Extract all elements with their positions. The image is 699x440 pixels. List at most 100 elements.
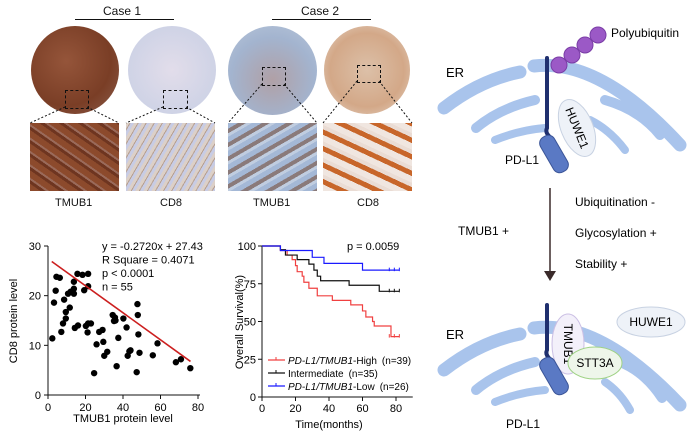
pdl1-transmembrane-bottom (544, 303, 551, 360)
stt3a-ellipse (567, 346, 623, 380)
legend-entry: PD-L1/TMUB1-High (n=39) (288, 356, 411, 367)
stt3a-label: STT3A (576, 356, 613, 370)
data-point (177, 356, 185, 363)
x-tick-label: 60 (154, 402, 166, 414)
y-tick-label: 30 (29, 241, 41, 253)
data-point (104, 348, 111, 355)
x-tick-label: 0 (45, 402, 51, 414)
zoom-region-box (357, 65, 381, 83)
data-point (154, 340, 161, 347)
pdl1-transmembrane (544, 56, 551, 138)
x-tick-label: 20 (79, 402, 91, 414)
data-point (172, 359, 180, 366)
survival-curve (262, 245, 400, 338)
data-point (74, 322, 82, 329)
zoom-region-box (65, 90, 89, 109)
legend-name: -High (353, 356, 377, 367)
tissue-core-case2-cd8 (324, 26, 410, 114)
pdl1-domain-bottom (539, 356, 569, 396)
data-point (134, 300, 141, 308)
data-point (50, 299, 58, 306)
legend-name-italic: PD-L1/TMUB1 (288, 382, 353, 393)
data-point (56, 274, 64, 281)
data-point (136, 349, 143, 356)
data-point (90, 369, 98, 377)
x-tick-label: 40 (323, 403, 335, 415)
data-point (60, 296, 68, 303)
x-tick-label: 20 (289, 403, 301, 415)
data-point (120, 315, 127, 322)
data-point (70, 285, 78, 292)
regression-line (51, 260, 191, 363)
data-point (100, 338, 107, 346)
y-tick-label: 0 (250, 392, 256, 404)
data-point (49, 335, 56, 342)
data-point (113, 362, 120, 370)
data-point (52, 287, 59, 294)
y-tick-label: 75 (244, 279, 256, 291)
x-tick-label: 80 (390, 403, 402, 415)
stain-label: TMUB1 (253, 197, 291, 209)
data-point (99, 326, 106, 334)
zoom-connector-lines (29, 80, 413, 124)
data-point (123, 324, 130, 331)
zoom-region-box (163, 90, 188, 109)
stain-label: CD8 (357, 197, 380, 209)
x-tick-label: 80 (192, 402, 204, 414)
data-point (58, 328, 65, 336)
x-axis-label: Time(months) (295, 419, 362, 431)
data-point (127, 347, 134, 354)
y-axis-label: CD8 protein level (8, 279, 20, 363)
magnified-case2-tmub1 (228, 123, 317, 191)
stain-label: TMUB1 (55, 197, 93, 209)
pdl1-label-top: PD-L1 (505, 153, 539, 167)
case-2-bar (272, 19, 371, 20)
survival-curve (262, 245, 400, 271)
data-point (70, 278, 78, 285)
data-point (79, 271, 86, 279)
legend-entry: PD-L1/TMUB1-Low (n=26) (288, 382, 409, 393)
er-label-top: ER (446, 65, 464, 80)
stats-annotation: n = 55 (102, 282, 133, 294)
data-point (84, 283, 92, 290)
stats-annotation: y = -0.2720x + 27.43 (102, 241, 203, 253)
case-1-label: Case 1 (103, 4, 142, 18)
pdl1-label-bottom: PD-L1 (506, 417, 540, 431)
legend-n: (n=39) (382, 356, 411, 367)
data-point (187, 364, 194, 372)
tissue-core-case1-tmub1 (31, 26, 119, 114)
tissue-core-case1-cd8 (128, 26, 216, 114)
effect-stability: Stability + (575, 257, 627, 271)
stain-label: CD8 (160, 197, 183, 209)
x-tick-label: 60 (356, 403, 368, 415)
tissue-core-case2-tmub1 (228, 26, 317, 115)
polyubiquitin-chain (550, 26, 607, 74)
y-tick-label: 0 (35, 390, 41, 402)
huwe1-label-free: HUWE1 (629, 315, 673, 329)
x-tick-label: 0 (259, 403, 265, 415)
data-point (74, 270, 81, 278)
data-point (93, 341, 100, 348)
legend-name-italic: PD-L1/TMUB1 (288, 356, 353, 367)
legend-n: (n=35) (349, 369, 378, 380)
polyubiquitin-label: Polyubiquitin (611, 26, 679, 40)
stats-annotation: p < 0.0001 (102, 268, 154, 280)
legend-n: (n=26) (380, 382, 409, 393)
data-point (59, 320, 67, 327)
data-point (62, 308, 70, 316)
data-point (134, 311, 142, 319)
huwe1-ellipse (557, 99, 597, 157)
data-point (112, 317, 119, 324)
data-point (149, 352, 157, 359)
case-2-label: Case 2 (301, 4, 340, 18)
y-tick-label: 25 (244, 354, 256, 366)
huwe1-ellipse-free (616, 306, 686, 338)
case-1-bar (75, 19, 174, 20)
scatter-chart: 0 20 40 60 80 0 10 20 30 y = -0.2720x + 27.43 R Sq… (8, 241, 204, 425)
x-tick-label: 40 (117, 402, 129, 414)
data-point (135, 331, 142, 338)
arrow-head-icon (544, 271, 556, 281)
er-membrane-bottom (437, 320, 687, 414)
magnified-case1-cd8 (126, 123, 215, 191)
